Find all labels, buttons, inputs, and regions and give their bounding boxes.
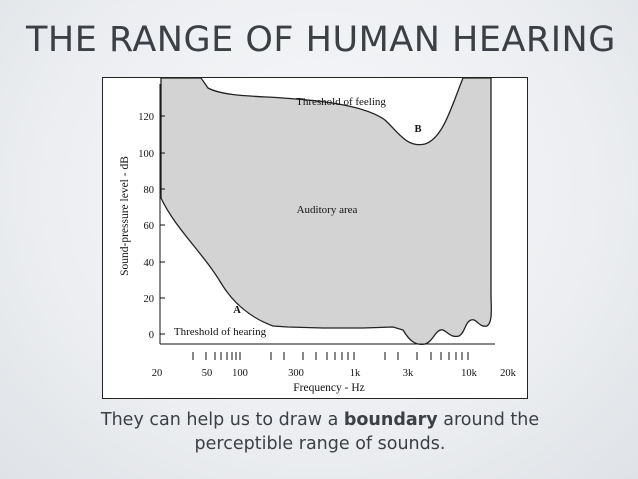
x-tick-label: 50 — [202, 368, 213, 379]
caption-bold-word: boundary — [343, 410, 438, 430]
threshold-of-hearing-label: Threshold of hearing — [174, 326, 267, 338]
y-tick-label: 80 — [144, 185, 155, 196]
y-tick-label: 40 — [144, 258, 155, 269]
hearing-range-diagram: 0 20 40 60 80 100 120 — [119, 78, 517, 394]
y-tick-label: 120 — [138, 112, 154, 123]
auditory-area-label: Auditory area — [297, 204, 358, 216]
x-tick-label: 300 — [288, 368, 304, 379]
x-axis-label: Frequency - Hz — [293, 382, 365, 394]
x-tick-label: 1k — [350, 368, 361, 379]
x-tick-label: 3k — [403, 368, 414, 379]
point-a-label: A — [233, 305, 241, 316]
y-tick-label: 20 — [144, 294, 155, 305]
y-tick-labels: 0 20 40 60 80 100 120 — [138, 112, 154, 341]
threshold-of-feeling-label: Threshold of feeling — [296, 96, 386, 108]
point-b-label: B — [414, 124, 421, 135]
x-ticks — [192, 352, 469, 360]
y-tick-label: 100 — [138, 149, 154, 160]
slide-title: THE RANGE OF HUMAN HEARING — [26, 20, 616, 60]
caption-text-after: around the perceptible range of sounds. — [194, 410, 540, 454]
hearing-range-figure: 0 20 40 60 80 100 120 — [102, 77, 528, 399]
x-tick-label: 100 — [232, 368, 248, 379]
caption-text-before: They can help us to draw a — [100, 410, 344, 430]
x-tick-label: 20k — [500, 368, 517, 379]
y-tick-label: 60 — [144, 221, 155, 232]
x-tick-label: 20 — [152, 368, 163, 379]
x-tick-labels: 20 50 100 300 1k 3k 10k 20k — [152, 368, 517, 379]
y-axis-label: Sound-pressure level - dB — [119, 156, 131, 276]
y-tick-label: 0 — [149, 330, 154, 341]
x-tick-label: 10k — [461, 368, 478, 379]
auditory-area-region — [160, 78, 492, 346]
y-ticks — [160, 115, 165, 335]
slide-caption: They can help us to draw a boundary arou… — [100, 408, 540, 456]
